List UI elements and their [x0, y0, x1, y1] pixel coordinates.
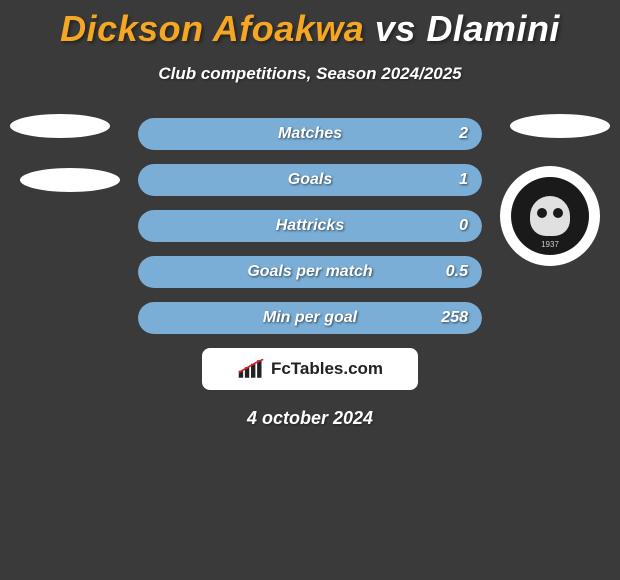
right-badge-1 — [510, 114, 610, 138]
stat-row: Min per goal258 — [138, 302, 482, 334]
stat-value-right: 0.5 — [446, 263, 468, 281]
left-badge-1 — [10, 114, 110, 138]
stat-value-right: 1 — [459, 171, 468, 189]
stat-row: Hattricks0 — [138, 210, 482, 242]
vs-text: vs — [375, 8, 416, 49]
stat-row: Matches2 — [138, 118, 482, 150]
chart-icon — [237, 358, 265, 380]
stat-label: Min per goal — [138, 309, 482, 327]
player1-name: Dickson Afoakwa — [60, 8, 364, 49]
stat-label: Goals — [138, 171, 482, 189]
stat-value-right: 258 — [441, 309, 468, 327]
team-year: 1937 — [511, 240, 589, 249]
stat-label: Matches — [138, 125, 482, 143]
subtitle: Club competitions, Season 2024/2025 — [0, 64, 620, 84]
comparison-area: 1937 Matches2 Goals1 Hattricks0 Goals per m… — [0, 118, 620, 334]
stat-label: Hattricks — [138, 217, 482, 235]
stat-value-right: 0 — [459, 217, 468, 235]
left-badge-2 — [20, 168, 120, 192]
skull-icon — [530, 196, 570, 236]
page-title: Dickson Afoakwa vs Dlamini — [0, 0, 620, 50]
stat-rows: Matches2Goals1Hattricks0Goals per match0… — [138, 118, 482, 334]
stat-value-right: 2 — [459, 125, 468, 143]
footer-brand-text: FcTables.com — [271, 359, 383, 379]
stat-row: Goals per match0.5 — [138, 256, 482, 288]
team-crest: 1937 — [508, 174, 592, 258]
footer-brand-badge[interactable]: FcTables.com — [202, 348, 418, 390]
right-team-logo: 1937 — [500, 166, 600, 266]
stat-row: Goals1 — [138, 164, 482, 196]
stat-label: Goals per match — [138, 263, 482, 281]
footer-date: 4 october 2024 — [0, 408, 620, 429]
player2-name: Dlamini — [426, 8, 560, 49]
